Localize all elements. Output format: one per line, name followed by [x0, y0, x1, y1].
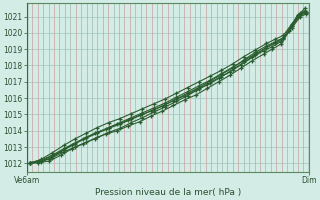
X-axis label: Pression niveau de la mer( hPa ): Pression niveau de la mer( hPa ): [95, 188, 241, 197]
